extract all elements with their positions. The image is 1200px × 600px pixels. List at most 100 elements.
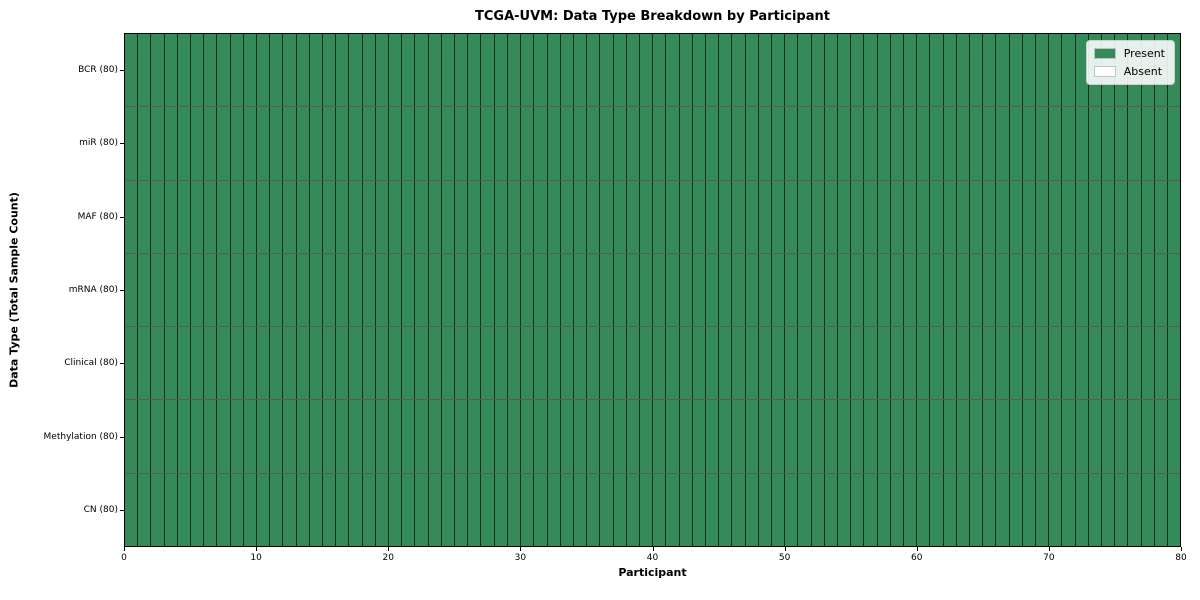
heatmap-cell <box>428 107 442 180</box>
heatmap-cell <box>587 180 601 253</box>
heatmap-cell <box>1009 253 1023 327</box>
heatmap-cell <box>890 327 904 400</box>
heatmap-cell <box>719 180 733 253</box>
heatmap-cell <box>164 473 178 546</box>
heatmap-cell <box>864 327 878 400</box>
y-tick-mark <box>120 143 124 145</box>
heatmap-cell <box>402 107 416 180</box>
heatmap-cell <box>679 253 693 327</box>
heatmap-cell <box>191 107 205 180</box>
heatmap-cell <box>573 180 588 253</box>
heatmap-cell <box>296 34 310 107</box>
heatmap-cell <box>587 400 601 473</box>
heatmap-cell <box>204 180 218 253</box>
heatmap-cell <box>983 327 997 400</box>
heatmap-cell <box>719 253 733 327</box>
heatmap-cell <box>1036 400 1050 473</box>
heatmap-cell <box>125 473 139 546</box>
heatmap-cell <box>719 473 733 546</box>
heatmap-cell <box>824 34 838 107</box>
heatmap-cell <box>1009 107 1023 180</box>
heatmap-cell <box>1009 34 1023 107</box>
heatmap-cell <box>1075 253 1089 327</box>
heatmap-cell <box>613 253 627 327</box>
heatmap-cell <box>296 107 310 180</box>
heatmap-cell <box>257 180 271 253</box>
heatmap-cell <box>375 400 390 473</box>
y-tick-label: mRNA (80) <box>68 285 118 295</box>
heatmap-cell <box>455 107 469 180</box>
heatmap-cell <box>560 473 574 546</box>
heatmap-cell <box>151 253 165 327</box>
heatmap-cell <box>177 107 192 180</box>
heatmap-cell <box>230 473 244 546</box>
heatmap-cell <box>692 107 706 180</box>
heatmap-cell <box>890 180 904 253</box>
heatmap-cell <box>1115 400 1129 473</box>
y-axis-label: Data Type (Total Sample Count) <box>7 192 21 388</box>
x-tick-label: 30 <box>514 553 527 563</box>
y-tick-label: Clinical (80) <box>64 358 118 369</box>
heatmap-cell <box>547 400 561 473</box>
heatmap-row-MAF <box>125 180 1181 254</box>
heatmap-cell <box>811 34 825 107</box>
heatmap-cell <box>1088 107 1103 180</box>
heatmap-cell <box>1075 327 1089 400</box>
heatmap-cell <box>970 400 984 473</box>
heatmap-cell <box>851 253 865 327</box>
heatmap-cell <box>415 327 429 400</box>
y-tick-mark <box>120 436 124 438</box>
heatmap-cell <box>270 34 284 107</box>
heatmap-cell <box>903 107 918 180</box>
heatmap-cell <box>771 253 786 327</box>
heatmap-cell <box>534 34 548 107</box>
heatmap-cell <box>1062 473 1076 546</box>
heatmap-cell <box>283 473 297 546</box>
heatmap-cell <box>560 180 574 253</box>
heatmap-cell <box>930 400 944 473</box>
heatmap-cell <box>494 180 508 253</box>
legend: Present Absent <box>1085 40 1175 85</box>
heatmap-cell <box>151 400 165 473</box>
heatmap-cell <box>415 180 429 253</box>
heatmap-cell <box>125 180 139 253</box>
heatmap-cell <box>507 253 522 327</box>
heatmap-cell <box>1009 400 1023 473</box>
heatmap-cell <box>428 253 442 327</box>
heatmap-cell <box>257 107 271 180</box>
heatmap-cell <box>626 473 640 546</box>
heatmap-cell <box>1036 327 1050 400</box>
heatmap-cell <box>824 253 838 327</box>
y-tick-label: miR (80) <box>79 138 118 149</box>
heatmap-cell <box>1154 253 1169 327</box>
heatmap-cell <box>507 34 522 107</box>
heatmap-cell <box>494 400 508 473</box>
heatmap-cell <box>309 253 324 327</box>
heatmap-cell <box>547 327 561 400</box>
heatmap-cell <box>824 473 838 546</box>
heatmap-cell <box>521 400 535 473</box>
heatmap-cell <box>732 180 746 253</box>
heatmap-cell <box>705 400 720 473</box>
heatmap-cell <box>283 253 297 327</box>
heatmap-cell <box>983 253 997 327</box>
heatmap-cell <box>455 400 469 473</box>
heatmap-cell <box>1022 327 1037 400</box>
x-tick-mark <box>124 547 125 551</box>
heatmap-cell <box>191 473 205 546</box>
heatmap-cell <box>732 473 746 546</box>
heatmap-cell <box>970 473 984 546</box>
heatmap-cell <box>191 327 205 400</box>
heatmap-cell <box>323 253 337 327</box>
x-tick-mark <box>784 547 786 551</box>
heatmap-cell <box>943 400 957 473</box>
heatmap-grid <box>124 33 1181 547</box>
heatmap-cell <box>996 253 1010 327</box>
heatmap-cell <box>336 400 350 473</box>
y-tick-mark <box>120 216 124 218</box>
heatmap-cell <box>771 180 786 253</box>
heatmap-cell <box>191 253 205 327</box>
heatmap-cell <box>771 107 786 180</box>
heatmap-cell <box>758 400 772 473</box>
heatmap-cell <box>1168 253 1181 327</box>
